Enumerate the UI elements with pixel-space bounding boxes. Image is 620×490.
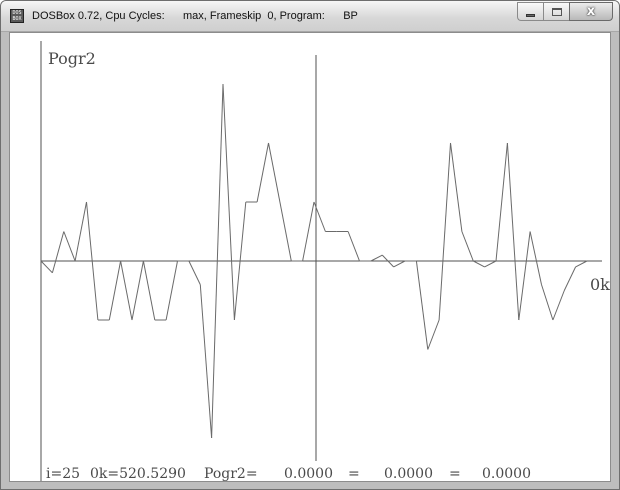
series-segment-27 xyxy=(347,231,360,262)
series-segment-0 xyxy=(40,260,53,274)
close-icon: x xyxy=(586,4,596,19)
dos-graphics-screen[interactable]: Pogr2 0k i=25 0k=520.5290 Pogr2= 0.0000 … xyxy=(9,32,611,482)
minimize-icon xyxy=(526,14,535,17)
series-segment-3 xyxy=(74,201,87,262)
status-value-1: 0.0000 xyxy=(284,466,333,481)
series-segment-37 xyxy=(461,231,474,262)
series-segment-42 xyxy=(518,231,531,321)
series-segment-14 xyxy=(199,284,213,439)
window-title: DOSBox 0.72, Cpu Cycles: max, Frameskip … xyxy=(32,9,358,23)
series-segment-40 xyxy=(495,142,508,262)
series-segment-34 xyxy=(427,319,440,350)
plot-canvas: Pogr2 0k i=25 0k=520.5290 Pogr2= 0.0000 … xyxy=(40,41,610,481)
status-line: i=25 0k=520.5290 Pogr2= 0.0000 = 0.0000 … xyxy=(46,466,531,481)
title-program: BP xyxy=(343,10,358,22)
series-segment-39 xyxy=(484,260,497,268)
status-ok: 0k=520.5290 xyxy=(90,466,186,481)
series-segment-8 xyxy=(131,260,144,321)
series-segment-47 xyxy=(575,260,588,268)
series-segment-20 xyxy=(268,142,281,203)
status-i: i=25 xyxy=(46,466,80,481)
status-pogr2-label: Pogr2= xyxy=(204,466,258,481)
series-segment-9 xyxy=(142,260,156,321)
series-segment-46 xyxy=(563,266,577,291)
status-value-3: 0.0000 xyxy=(482,466,531,481)
series-segment-33 xyxy=(415,260,429,350)
dosbox-app-icon[interactable]: DOS BOX xyxy=(10,9,24,23)
maximize-icon xyxy=(552,8,562,16)
series-segment-23 xyxy=(302,201,315,262)
title-bar[interactable]: DOS BOX DOSBox 0.72, Cpu Cycles: max, Fr… xyxy=(1,1,619,32)
series-segment-6 xyxy=(108,260,122,321)
minimize-button[interactable] xyxy=(517,2,543,21)
series-segment-1 xyxy=(51,231,65,273)
series-segment-43 xyxy=(529,231,542,285)
series-segment-45 xyxy=(552,290,565,321)
series-segment-15 xyxy=(211,83,224,439)
series-segment-4 xyxy=(86,201,99,321)
maximize-button[interactable] xyxy=(543,2,569,21)
series-segment-36 xyxy=(450,142,463,232)
status-equals-2: = xyxy=(449,466,461,481)
series-segment-16 xyxy=(222,83,235,321)
series-segment-2 xyxy=(63,231,76,262)
status-value-2: 0.0000 xyxy=(384,466,433,481)
x-axis-label: 0k xyxy=(590,275,610,294)
series-segment-31 xyxy=(393,260,406,268)
series-segment-7 xyxy=(120,260,133,321)
series-segment-24 xyxy=(313,201,326,232)
title-cycles: max, Frameskip 0, Program: xyxy=(183,10,325,22)
close-button[interactable]: x xyxy=(569,2,613,21)
status-equals-1: = xyxy=(348,466,360,481)
series-segment-35 xyxy=(438,142,451,321)
series-segment-21 xyxy=(279,201,292,262)
series-segment-41 xyxy=(506,142,520,321)
series-segment-44 xyxy=(541,284,554,321)
series-segment-29 xyxy=(370,254,383,262)
caption-buttons: x xyxy=(517,2,613,22)
series-segment-19 xyxy=(256,142,269,203)
series-segment-13 xyxy=(188,260,201,285)
series-label: Pogr2 xyxy=(48,49,96,68)
series-segment-17 xyxy=(233,201,247,321)
title-app-name: DOSBox 0.72, Cpu Cycles: xyxy=(32,10,165,22)
pogr2-series xyxy=(40,83,588,439)
series-segment-11 xyxy=(165,260,178,321)
series-segment-38 xyxy=(473,260,485,268)
series-segment-30 xyxy=(381,254,394,268)
